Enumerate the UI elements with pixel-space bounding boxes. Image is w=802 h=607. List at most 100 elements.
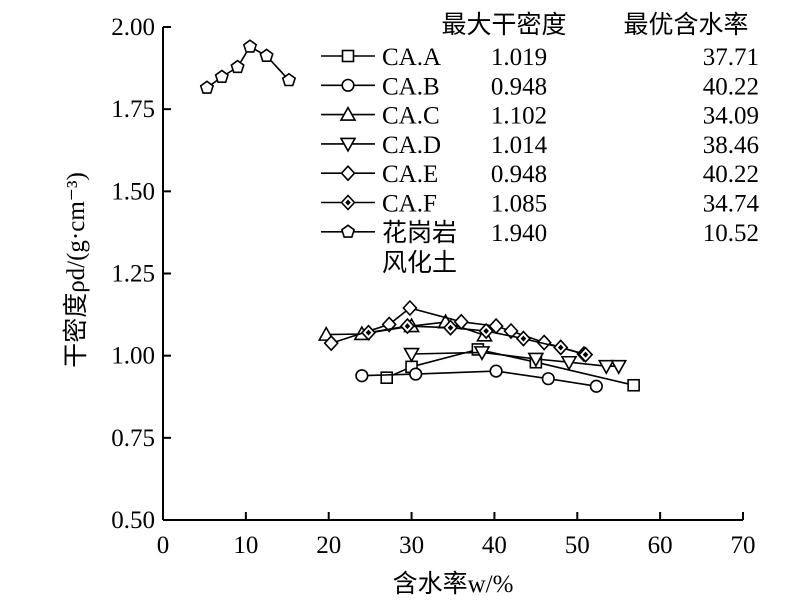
y-tick-label: 0.50: [111, 507, 155, 534]
x-tick-label: 50: [565, 532, 590, 559]
legend-optimum-moisture: 38.46: [703, 132, 759, 159]
data-point: [473, 346, 491, 362]
data-point-core: [557, 344, 564, 351]
legend-row: CA.D 1.014 38.46: [321, 132, 759, 159]
legend-row: CA.B 0.948 40.22: [321, 73, 759, 100]
y-tick-label: 1.25: [111, 261, 155, 288]
x-tick-label: 70: [731, 532, 756, 559]
data-point: [355, 369, 369, 383]
legend-marker: [339, 137, 357, 153]
x-tick-label: 20: [316, 532, 341, 559]
legend-series-name: CA.C: [382, 103, 440, 130]
legend-max-density: 0.948: [491, 161, 547, 188]
legend-optimum-moisture: 40.22: [703, 73, 759, 100]
data-point: [214, 69, 229, 84]
data-point: [323, 335, 339, 352]
legend-row: CA.F 1.085 34.74: [321, 191, 760, 218]
data-point: [489, 364, 503, 378]
legend-optimum-moisture: 34.09: [703, 103, 759, 130]
legend-optimum-moisture: 34.74: [703, 191, 760, 218]
data-point: [380, 371, 394, 384]
x-tick-label: 40: [482, 532, 507, 559]
legend-optimum-moisture: 40.22: [703, 161, 759, 188]
data-point-core: [483, 328, 489, 335]
legend-rows: CA.A 1.019 37.71 CA.B 0.948 40.22 CA.C 1.102 34.…: [321, 44, 760, 277]
y-tick-label: 1.00: [111, 343, 155, 370]
legend-row: CA.E 0.948 40.22: [321, 161, 759, 188]
legend-max-density: 1.940: [491, 220, 547, 247]
x-tick-label: 10: [233, 532, 258, 559]
data-point: [199, 80, 215, 94]
data-point: [527, 352, 545, 368]
data-point: [515, 330, 532, 347]
x-axis-title: 含水率w/%: [393, 570, 514, 598]
data-point: [627, 378, 640, 392]
data-point-core: [520, 335, 527, 342]
data-point: [541, 372, 555, 386]
data-point: [259, 48, 274, 62]
data-point-core: [365, 329, 372, 336]
plot-series: [199, 39, 640, 393]
legend-marker: [340, 165, 356, 182]
y-tick-label: 1.75: [111, 96, 155, 123]
legend-series-name: CA.A: [382, 44, 441, 71]
data-point: [503, 322, 519, 340]
series-pentagon: [199, 39, 297, 94]
legend-row: CA.C 1.102 34.09: [321, 103, 759, 130]
legend-series-name: 花岗岩风化土: [382, 219, 457, 277]
legend-series-name: CA.D: [382, 132, 441, 159]
legend-marker: [341, 78, 355, 92]
data-point: [409, 367, 423, 381]
series-triangle-down: [403, 346, 628, 375]
legend-row: 花岗岩风化土 1.940 10.52: [321, 219, 759, 277]
y-tick-label: 2.00: [111, 14, 155, 41]
x-tick-label: 60: [648, 532, 673, 559]
data-point-core: [447, 324, 454, 331]
legend-series-name: CA.E: [382, 161, 438, 188]
y-axis-title: 干密度ρd/(g·cm⁻³): [62, 172, 90, 368]
data-point: [403, 347, 420, 363]
data-point: [610, 359, 628, 375]
data-point: [360, 324, 377, 341]
axes: 0 10 20 30 40 50 60 70 0.50 0.75 1.00 1.25 1.50 1.75 2…: [111, 14, 755, 559]
x-tick-label: 0: [157, 532, 170, 559]
series-diamond-filled: [360, 317, 594, 363]
data-point: [402, 299, 418, 317]
series-circle: [355, 364, 603, 393]
data-point: [536, 334, 552, 351]
data-point: [442, 319, 459, 336]
x-tick-label: 30: [399, 532, 424, 559]
data-point: [597, 359, 615, 375]
data-point: [589, 379, 603, 393]
legend-marker: [339, 105, 357, 121]
legend-optimum-moisture: 37.71: [703, 44, 759, 71]
data-point: [281, 72, 297, 87]
legend-marker: [340, 224, 356, 238]
legend-max-density: 1.085: [491, 191, 547, 218]
legend-marker: [340, 194, 356, 211]
data-point-core: [582, 351, 589, 358]
data-point: [577, 346, 594, 363]
y-tick-label: 0.75: [111, 425, 155, 452]
legend-max-density: 1.102: [491, 103, 547, 130]
legend-column-header-max-density: 最大干密度: [441, 11, 566, 39]
data-point: [242, 39, 258, 53]
data-point-core: [404, 323, 411, 330]
legend-marker: [341, 49, 355, 63]
data-point: [553, 339, 569, 356]
legend-series-name: CA.B: [382, 73, 440, 100]
data-point: [230, 59, 245, 74]
data-point: [399, 317, 416, 335]
data-point: [560, 355, 578, 371]
legend-max-density: 0.948: [491, 73, 547, 100]
legend-marker-core: [345, 199, 351, 206]
legend-series-name: CA.F: [382, 191, 437, 218]
legend-row: CA.A 1.019 37.71: [321, 44, 759, 71]
y-tick-label: 1.50: [111, 178, 155, 205]
data-point: [478, 322, 494, 340]
legend-max-density: 1.019: [491, 44, 547, 71]
legend-optimum-moisture: 10.52: [703, 220, 759, 247]
legend: 最大干密度 最优含水率 CA.A 1.019 37.71 CA.B 0.948 40.22…: [321, 11, 760, 277]
legend-column-header-optimum-moisture: 最优含水率: [623, 11, 748, 39]
